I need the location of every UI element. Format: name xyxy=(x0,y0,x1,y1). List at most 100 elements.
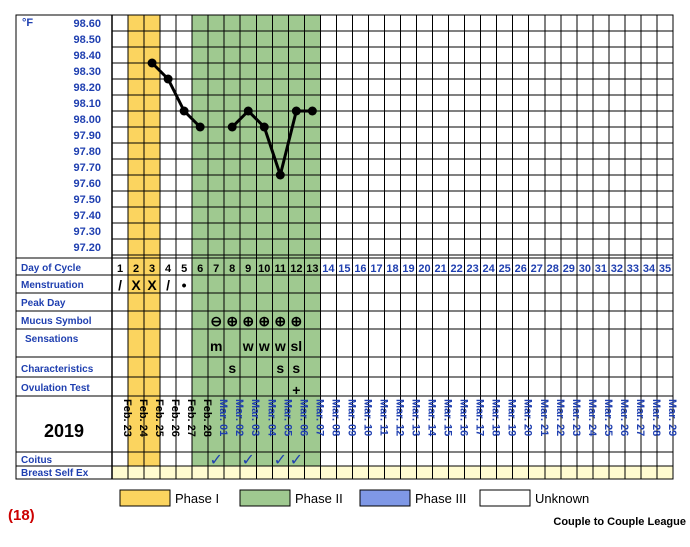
day-number: 29 xyxy=(563,263,575,275)
row-label-sensations: Sensations xyxy=(25,334,79,345)
phase2-column xyxy=(272,15,289,466)
day-number: 26 xyxy=(515,263,527,275)
day-number: 11 xyxy=(274,263,286,275)
phase2-column xyxy=(240,15,257,466)
footer-text: Couple to Couple League xyxy=(553,516,686,528)
date-label: Mar. 21 xyxy=(538,399,550,436)
mucus-symbol: ⊕ xyxy=(290,313,302,329)
phase1-column xyxy=(128,15,145,466)
date-label: Mar. 27 xyxy=(634,399,646,436)
mucus-symbol: ⊕ xyxy=(242,313,254,329)
day-number: 5 xyxy=(181,263,187,275)
temp-point xyxy=(307,106,317,116)
temp-point xyxy=(259,122,269,132)
date-label: Mar. 25 xyxy=(602,399,614,436)
temp-point xyxy=(163,74,173,84)
temp-tick-label: 97.20 xyxy=(73,242,101,254)
row-label-characteristics: Characteristics xyxy=(21,364,94,375)
temp-tick-label: 98.00 xyxy=(73,114,101,126)
row-label-mucus-symbol: Mucus Symbol xyxy=(21,316,92,327)
menstruation-mark: / xyxy=(166,277,170,293)
day-number: 24 xyxy=(483,263,496,275)
legend-swatch xyxy=(479,489,531,507)
legend-swatch xyxy=(119,489,171,507)
date-label: Mar. 10 xyxy=(361,399,373,436)
chart-marks: / X X / •⊖ ⊕ ⊕ ⊕ ⊕ ⊕m w w w sls s s+✓ ✓ ✓ ✓ xyxy=(118,58,317,469)
phase2-column xyxy=(208,15,225,466)
row-label-day-of-cycle: Day of Cycle xyxy=(21,263,81,274)
mucus-symbol: ⊕ xyxy=(274,313,286,329)
sensation-mark: sl xyxy=(290,338,302,354)
date-label: Feb. 28 xyxy=(201,399,213,437)
day-number: 4 xyxy=(165,263,172,275)
date-label: Mar. 11 xyxy=(377,399,389,436)
characteristic-mark: s xyxy=(292,360,300,376)
sensation-mark: w xyxy=(258,338,270,354)
temp-point xyxy=(195,122,205,132)
date-label: Mar. 19 xyxy=(506,399,518,436)
sensation-mark: w xyxy=(242,338,254,354)
day-number: 31 xyxy=(595,263,607,275)
coitus-check: ✓ xyxy=(290,450,303,469)
date-label: Mar. 17 xyxy=(474,399,486,436)
temp-point xyxy=(243,106,253,116)
row-label-coitus: Coitus xyxy=(21,455,53,466)
day-number: 16 xyxy=(354,263,366,275)
legend-label: Phase III xyxy=(415,491,466,506)
row-labels: °F 98.60 98.50 98.40 98.30 98.20 98.10 98.00 97.… xyxy=(21,17,678,479)
day-number: 20 xyxy=(418,263,430,275)
row-label-peak-day: Peak Day xyxy=(21,298,66,309)
legend: Phase I Phase II Phase III Unknown (18) Coupl… xyxy=(8,489,686,528)
date-label: Mar. 24 xyxy=(586,399,598,437)
date-label: Mar. 23 xyxy=(570,399,582,436)
legend-label: Unknown xyxy=(535,491,589,506)
temp-point xyxy=(227,122,237,132)
day-number: 30 xyxy=(579,263,591,275)
day-number: 10 xyxy=(258,263,270,275)
day-number: 15 xyxy=(338,263,350,275)
day-number: 7 xyxy=(213,263,219,275)
day-number: 25 xyxy=(499,263,511,275)
date-label: Mar. 15 xyxy=(442,399,454,436)
menstruation-mark: • xyxy=(182,277,187,293)
date-label: Mar. 07 xyxy=(313,399,325,436)
day-number: 13 xyxy=(306,263,318,275)
year-label: 2019 xyxy=(44,421,84,441)
temp-tick-label: 97.50 xyxy=(73,194,101,206)
menstruation-mark: / xyxy=(118,277,122,293)
date-label: Mar. 26 xyxy=(618,399,630,436)
temp-tick-label: 97.40 xyxy=(73,210,101,222)
day-number: 3 xyxy=(149,263,155,275)
date-label: Feb. 23 xyxy=(121,399,133,437)
date-label: Feb. 24 xyxy=(137,399,149,438)
date-label: Mar. 09 xyxy=(345,399,357,436)
characteristic-mark: s xyxy=(276,360,284,376)
date-label: Mar. 18 xyxy=(490,399,502,436)
temp-point xyxy=(275,170,285,180)
temp-unit-label: °F xyxy=(22,17,33,29)
chart-grid xyxy=(15,14,674,480)
date-label: Mar. 20 xyxy=(522,399,534,436)
date-label: Feb. 27 xyxy=(185,399,197,437)
date-label: Mar. 08 xyxy=(329,399,341,436)
date-label: Mar. 04 xyxy=(265,399,277,437)
date-label: Mar. 16 xyxy=(458,399,470,436)
date-label: Mar. 05 xyxy=(281,399,293,436)
temp-tick-label: 97.90 xyxy=(73,130,101,142)
day-number: 1 xyxy=(117,263,123,275)
date-label: Mar. 29 xyxy=(666,399,678,436)
day-number: 2 xyxy=(133,263,139,275)
temp-tick-label: 98.30 xyxy=(73,66,101,78)
temp-tick-label: 98.20 xyxy=(73,82,101,94)
day-number: 32 xyxy=(611,263,623,275)
legend-label: Phase II xyxy=(295,491,343,506)
day-number: 28 xyxy=(547,263,559,275)
date-label: Feb. 26 xyxy=(169,399,181,437)
mucus-symbol: ⊖ xyxy=(210,313,222,329)
date-label: Mar. 12 xyxy=(394,399,406,436)
coitus-check: ✓ xyxy=(274,450,287,469)
date-label: Mar. 28 xyxy=(650,399,662,436)
day-number: 19 xyxy=(402,263,414,275)
day-number: 17 xyxy=(370,263,382,275)
